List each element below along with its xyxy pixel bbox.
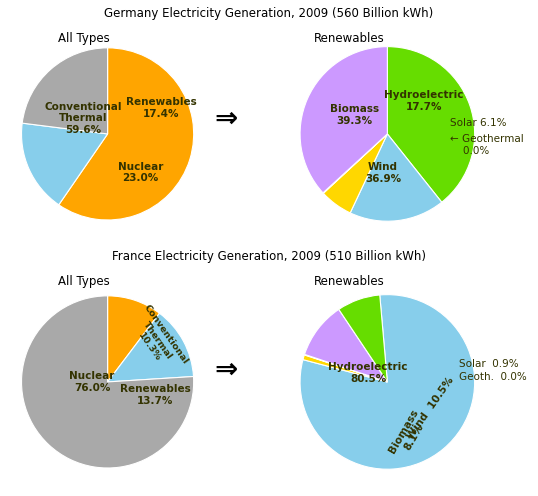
Text: Germany Electricity Generation, 2009 (560 Billion kWh): Germany Electricity Generation, 2009 (56… [104,7,434,20]
Text: Renewables: Renewables [314,32,385,45]
Wedge shape [108,296,159,382]
Wedge shape [303,355,387,382]
Wedge shape [300,295,475,469]
Text: ⇒: ⇒ [214,356,238,383]
Text: Conventional
Thermal
10.3%: Conventional Thermal 10.3% [125,303,190,378]
Text: Wind  10.5%: Wind 10.5% [406,375,456,441]
Wedge shape [323,134,387,213]
Text: Hydroelectric
80.5%: Hydroelectric 80.5% [328,363,408,384]
Text: All Types: All Types [58,275,109,288]
Text: Biomass
8.1%: Biomass 8.1% [387,408,431,461]
Text: Renewables: Renewables [314,275,385,288]
Text: Nuclear
76.0%: Nuclear 76.0% [69,371,115,393]
Text: Nuclear
23.0%: Nuclear 23.0% [118,162,163,184]
Wedge shape [339,295,387,382]
Wedge shape [300,47,387,193]
Text: Geoth.  0.0%: Geoth. 0.0% [459,372,527,382]
Text: ← Geothermal
    0.0%: ← Geothermal 0.0% [450,134,524,156]
Text: France Electricity Generation, 2009 (510 Billion kWh): France Electricity Generation, 2009 (510… [112,250,426,263]
Text: Biomass
39.3%: Biomass 39.3% [330,104,379,125]
Wedge shape [305,354,387,382]
Text: Renewables
13.7%: Renewables 13.7% [119,384,190,406]
Wedge shape [350,134,442,221]
Text: Wind
36.9%: Wind 36.9% [365,162,401,184]
Wedge shape [305,310,387,382]
Wedge shape [22,123,108,205]
Text: All Types: All Types [58,32,109,45]
Text: ⇒: ⇒ [214,105,238,133]
Wedge shape [22,48,108,134]
Wedge shape [59,48,194,220]
Text: Solar  0.9%: Solar 0.9% [459,360,519,370]
Text: Hydroelectric
17.7%: Hydroelectric 17.7% [384,90,464,112]
Wedge shape [323,134,387,193]
Wedge shape [108,313,194,382]
Text: Conventional
Thermal
59.6%: Conventional Thermal 59.6% [45,102,122,135]
Wedge shape [22,296,194,468]
Text: Renewables
17.4%: Renewables 17.4% [125,97,196,119]
Wedge shape [387,47,475,202]
Text: Solar 6.1%: Solar 6.1% [450,118,507,127]
